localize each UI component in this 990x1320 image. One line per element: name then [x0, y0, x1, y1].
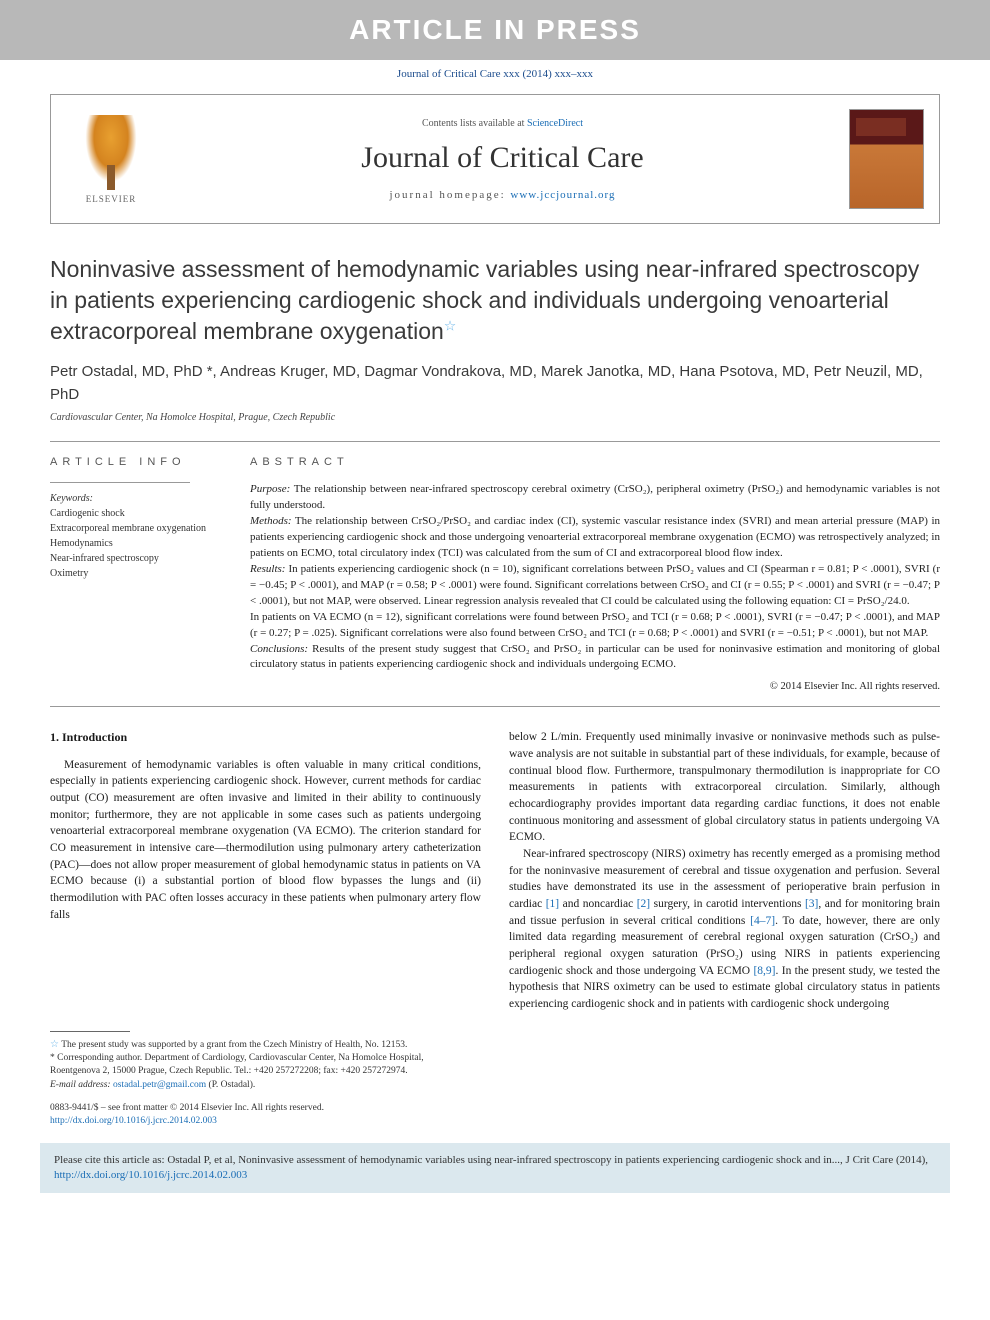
- doi-link[interactable]: http://dx.doi.org/10.1016/j.jcrc.2014.02…: [50, 1116, 217, 1126]
- keywords-list: Cardiogenic shock Extracorporeal membran…: [50, 506, 230, 581]
- article-info-column: ARTICLE INFO Keywords: Cardiogenic shock…: [50, 442, 250, 706]
- abstract-conclusions-label: Conclusions:: [250, 643, 308, 655]
- section-1-heading: 1. Introduction: [50, 729, 481, 746]
- body-column-right: below 2 L/min. Frequently used minimally…: [509, 729, 940, 1012]
- ref-link[interactable]: [1]: [546, 898, 559, 910]
- keyword: Near-infrared spectroscopy: [50, 551, 230, 566]
- abstract-copyright: © 2014 Elsevier Inc. All rights reserved…: [250, 681, 940, 692]
- header-center: Contents lists available at ScienceDirec…: [171, 118, 834, 201]
- abstract-conclusions: Results of the present study suggest tha…: [250, 643, 940, 671]
- abstract-results-label: Results:: [250, 563, 285, 575]
- body-columns: 1. Introduction Measurement of hemodynam…: [50, 729, 940, 1012]
- body-paragraph: Near-infrared spectroscopy (NIRS) oximet…: [509, 846, 940, 1013]
- ref-link[interactable]: [3]: [805, 898, 818, 910]
- article-in-press-banner: ARTICLE IN PRESS: [0, 0, 990, 60]
- abstract-column: ABSTRACT Purpose: The relationship betwe…: [250, 442, 940, 706]
- elsevier-label: ELSEVIER: [86, 194, 137, 204]
- abstract-methods-label: Methods:: [250, 515, 292, 527]
- contents-prefix: Contents lists available at: [422, 118, 527, 129]
- info-abstract-row: ARTICLE INFO Keywords: Cardiogenic shock…: [50, 442, 940, 707]
- journal-homepage-line: journal homepage: www.jccjournal.org: [171, 189, 834, 201]
- elsevier-logo[interactable]: ELSEVIER: [66, 104, 156, 214]
- sciencedirect-link[interactable]: ScienceDirect: [527, 118, 583, 129]
- journal-name: Journal of Critical Care: [171, 141, 834, 175]
- homepage-prefix: journal homepage:: [390, 189, 511, 201]
- footnotes: ☆ The present study was supported by a g…: [50, 1031, 460, 1092]
- citation-doi-link[interactable]: http://dx.doi.org/10.1016/j.jcrc.2014.02…: [54, 1169, 247, 1181]
- email-link[interactable]: ostadal.petr@gmail.com: [113, 1080, 206, 1090]
- article-info-heading: ARTICLE INFO: [50, 456, 230, 468]
- footnote-2-text: Corresponding author. Department of Card…: [50, 1053, 424, 1076]
- ref-link[interactable]: [8,9]: [753, 965, 775, 977]
- abstract-results-1: In patients experiencing cardiogenic sho…: [250, 563, 940, 607]
- ref-link[interactable]: [2]: [637, 898, 650, 910]
- abstract-methods: The relationship between CrSO₂/PrSO₂ and…: [250, 515, 940, 559]
- journal-cover-thumbnail[interactable]: [849, 109, 924, 209]
- info-divider: [50, 482, 190, 483]
- journal-reference-line: Journal of Critical Care xxx (2014) xxx–…: [0, 60, 990, 88]
- affiliation: Cardiovascular Center, Na Homolce Hospit…: [50, 412, 940, 423]
- contents-list-line: Contents lists available at ScienceDirec…: [171, 118, 834, 129]
- abstract-results-2: In patients on VA ECMO (n = 12), signifi…: [250, 611, 940, 639]
- keyword: Extracorporeal membrane oxygenation: [50, 521, 230, 536]
- author-list: Petr Ostadal, MD, PhD *, Andreas Kruger,…: [50, 361, 940, 406]
- abstract-purpose-label: Purpose:: [250, 483, 290, 495]
- issn-line: 0883-9441/$ – see front matter © 2014 El…: [50, 1102, 940, 1115]
- keyword: Cardiogenic shock: [50, 506, 230, 521]
- body-column-left: 1. Introduction Measurement of hemodynam…: [50, 729, 481, 1012]
- journal-header-box: ELSEVIER Contents lists available at Sci…: [50, 94, 940, 224]
- abstract-heading: ABSTRACT: [250, 456, 940, 468]
- footnote-divider: [50, 1031, 130, 1032]
- keyword: Oximetry: [50, 566, 230, 581]
- keyword: Hemodynamics: [50, 536, 230, 551]
- footnote-asterisk-icon: *: [50, 1053, 55, 1063]
- footnote-corresponding: * Corresponding author. Department of Ca…: [50, 1052, 460, 1079]
- title-footnote-star-icon: ☆: [444, 317, 457, 333]
- elsevier-tree-icon: [81, 115, 141, 190]
- body-paragraph: below 2 L/min. Frequently used minimally…: [509, 729, 940, 846]
- body-text: surgery, in carotid interventions: [650, 898, 805, 910]
- homepage-link[interactable]: www.jccjournal.org: [510, 189, 615, 201]
- footnote-email: E-mail address: ostadal.petr@gmail.com (…: [50, 1079, 460, 1092]
- body-text: and noncardiac: [559, 898, 637, 910]
- article-title-text: Noninvasive assessment of hemodynamic va…: [50, 256, 919, 344]
- footer-meta: 0883-9441/$ – see front matter © 2014 El…: [50, 1102, 940, 1129]
- abstract-purpose: The relationship between near-infrared s…: [250, 483, 940, 511]
- article-title: Noninvasive assessment of hemodynamic va…: [50, 254, 940, 347]
- email-suffix: (P. Ostadal).: [206, 1080, 255, 1090]
- citation-text: Please cite this article as: Ostadal P, …: [54, 1154, 928, 1166]
- footnote-1-text: The present study was supported by a gra…: [61, 1040, 407, 1050]
- body-paragraph: Measurement of hemodynamic variables is …: [50, 757, 481, 924]
- email-label: E-mail address:: [50, 1080, 113, 1090]
- abstract-text: Purpose: The relationship between near-i…: [250, 482, 940, 673]
- keywords-label: Keywords:: [50, 493, 230, 504]
- citation-box: Please cite this article as: Ostadal P, …: [40, 1143, 950, 1194]
- footnote-grant: ☆ The present study was supported by a g…: [50, 1038, 460, 1052]
- ref-link[interactable]: [4–7]: [750, 915, 775, 927]
- footnote-star-icon: ☆: [50, 1039, 59, 1050]
